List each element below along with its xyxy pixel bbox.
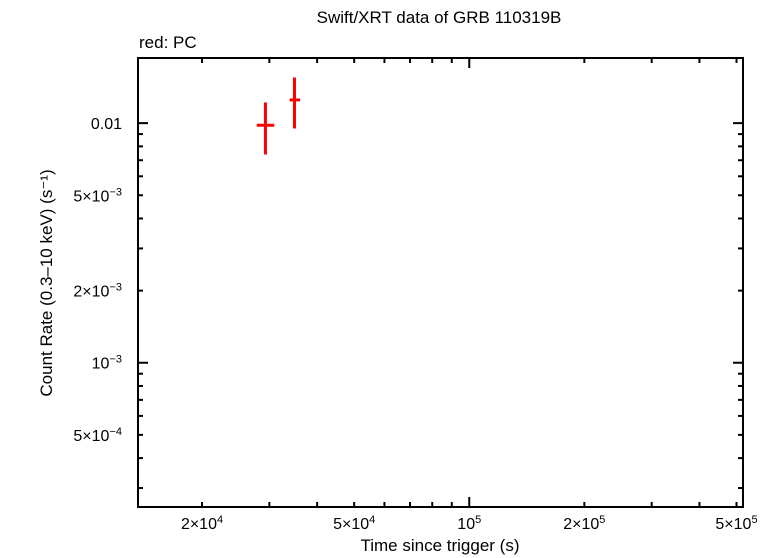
y-tick-label: 10−3 xyxy=(92,354,122,373)
y-tick-label: 2×10−3 xyxy=(73,282,122,301)
axis-ticks xyxy=(138,58,743,507)
tick-labels: 2×104 5×104 105 2×105 5×105 0.01 5×10−3 2×10−3 1… xyxy=(73,116,757,533)
x-tick-label: 2×105 xyxy=(563,514,605,533)
data-point xyxy=(256,102,275,155)
legend-annotation: red: PC xyxy=(139,33,197,52)
x-tick-label: 5×104 xyxy=(333,514,375,533)
y-tick-label: 5×10−3 xyxy=(73,186,122,205)
axes-frame xyxy=(137,57,744,508)
data-series-pc xyxy=(256,77,301,155)
y-tick-label: 0.01 xyxy=(91,116,122,133)
data-point xyxy=(289,77,301,129)
y-tick-label: 5×10−4 xyxy=(73,426,122,445)
x-tick-label: 5×105 xyxy=(715,514,757,533)
x-tick-label: 105 xyxy=(457,514,481,533)
chart-title: Swift/XRT data of GRB 110319B xyxy=(316,8,562,27)
plot-frame xyxy=(137,57,744,508)
x-tick-label: 2×104 xyxy=(181,514,223,533)
x-axis-label: Time since trigger (s) xyxy=(360,536,520,555)
